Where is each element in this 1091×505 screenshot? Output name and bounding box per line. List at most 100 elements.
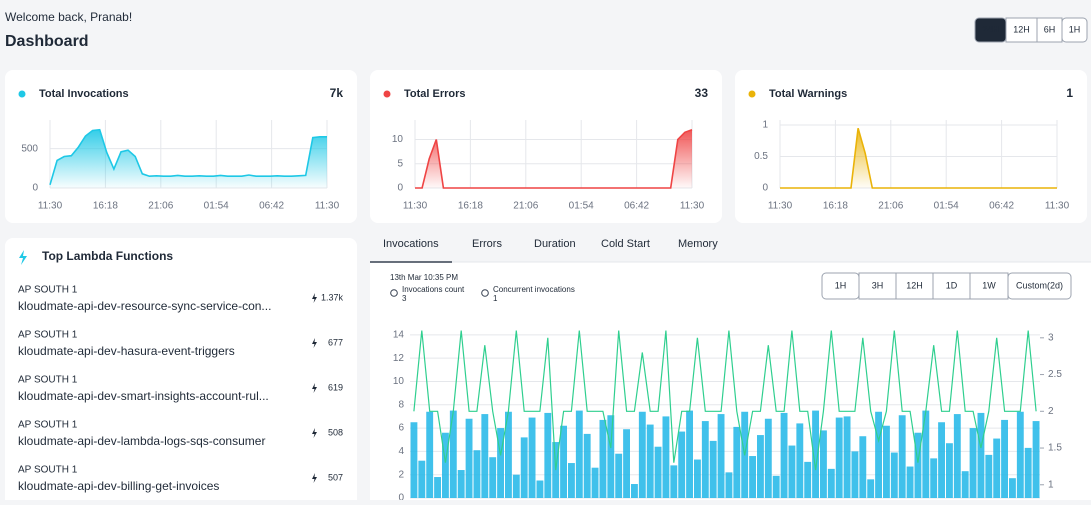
bar — [1032, 421, 1040, 498]
range-label[interactable]: 1D — [946, 280, 958, 290]
y-tick-label: 8 — [398, 399, 404, 410]
bar — [993, 438, 1001, 498]
line — [415, 129, 693, 189]
range-button[interactable] — [858, 272, 897, 300]
x-tick-label: 11:30 — [768, 201, 793, 212]
tab[interactable]: Cold Start — [601, 238, 650, 250]
x-tick-label: 21:06 — [148, 201, 173, 212]
x-tick-label: 11:30 — [680, 201, 705, 212]
function-count: 619 — [328, 382, 343, 392]
bar — [631, 484, 638, 498]
bar — [701, 421, 709, 498]
bar — [449, 410, 457, 498]
range-button[interactable] — [1061, 17, 1088, 43]
tab[interactable]: Memory — [678, 238, 718, 250]
function-count: 1.37k — [321, 292, 344, 302]
card-total: 33 — [695, 86, 709, 100]
bar — [764, 418, 772, 498]
range-label[interactable]: 1W — [982, 280, 996, 290]
x-tick-label: 06:42 — [259, 201, 284, 212]
card-title: Total Invocations — [39, 88, 129, 100]
range-button[interactable] — [1005, 17, 1038, 43]
bar — [662, 416, 670, 498]
tab[interactable]: Duration — [534, 238, 576, 250]
status-dot — [748, 90, 756, 98]
bar — [638, 411, 646, 498]
bar — [544, 412, 552, 498]
y-tick-label: 0 — [397, 183, 403, 194]
bar — [780, 412, 788, 498]
range-label[interactable]: 12H — [906, 280, 923, 290]
bar — [481, 414, 489, 498]
function-name[interactable]: kloudmate-api-dev-resource-sync-service-… — [18, 299, 271, 313]
bar — [985, 454, 993, 498]
status-dot — [383, 90, 391, 98]
y-tick-label: 500 — [21, 143, 38, 154]
range-label[interactable]: 12H — [1013, 24, 1030, 34]
bar — [796, 423, 804, 498]
function-name[interactable]: kloudmate-api-dev-smart-insights-account… — [18, 389, 269, 403]
bar — [977, 412, 985, 498]
function-name[interactable]: kloudmate-api-dev-hasura-event-triggers — [18, 344, 235, 358]
x-tick-label: 01:54 — [204, 201, 229, 212]
range-label[interactable]: 3H — [872, 280, 884, 290]
bar — [1009, 478, 1016, 498]
tab[interactable]: Errors — [472, 238, 502, 250]
timestamp: 13th Mar 10:35 PM — [390, 273, 458, 282]
bar — [473, 450, 481, 498]
range-label[interactable]: Custom(2d) — [1016, 280, 1063, 290]
bar — [843, 416, 851, 498]
bar — [615, 453, 623, 498]
legend-name: Invocations count — [402, 285, 465, 294]
bar — [686, 410, 693, 498]
range-button[interactable] — [895, 272, 934, 300]
function-region: AP SOUTH 1 — [18, 330, 78, 341]
bar — [725, 472, 733, 498]
function-count: 508 — [328, 427, 343, 437]
card-total: 1 — [1066, 86, 1073, 100]
tab[interactable]: Invocations — [383, 238, 439, 250]
bar — [646, 424, 654, 498]
bar — [560, 425, 567, 498]
bolt-icon — [312, 383, 317, 393]
y-tick-label: 2 — [398, 469, 404, 480]
bolt-icon — [312, 338, 317, 348]
bar — [520, 437, 528, 498]
y-tick-label: 0.5 — [754, 151, 768, 162]
page-title: Dashboard — [5, 33, 89, 50]
y-tick-label: 12 — [393, 353, 405, 364]
bar — [717, 414, 725, 498]
bar — [497, 428, 504, 498]
line — [49, 128, 327, 186]
function-name[interactable]: kloudmate-api-dev-billing-get-invoices — [18, 479, 219, 493]
bar — [575, 410, 583, 498]
range-button[interactable] — [1007, 272, 1072, 300]
y-tick-label: 0 — [398, 493, 404, 500]
y-tick-label: 14 — [393, 329, 405, 340]
range-label[interactable]: 24H — [982, 24, 999, 34]
range-label[interactable]: 1H — [1069, 24, 1081, 34]
range-label[interactable]: 1H — [835, 280, 847, 290]
function-region: AP SOUTH 1 — [18, 375, 78, 386]
bar — [820, 430, 827, 498]
bar — [568, 463, 575, 498]
range-button[interactable] — [1036, 17, 1063, 43]
bar — [465, 418, 473, 498]
bar — [678, 431, 686, 498]
y2-tick-label: 3 — [1048, 332, 1054, 343]
bar — [969, 428, 977, 498]
bar — [890, 452, 898, 498]
y-tick-label: 6 — [398, 423, 404, 434]
y-tick-label: 10 — [392, 134, 404, 145]
x-tick-label: 16:18 — [93, 201, 118, 212]
summary-card — [370, 70, 722, 223]
range-label[interactable]: 6H — [1044, 24, 1056, 34]
bar — [591, 467, 599, 498]
bar — [733, 426, 741, 498]
range-button[interactable] — [969, 272, 1009, 300]
bolt-icon — [312, 473, 317, 483]
y-tick-label: 10 — [393, 376, 405, 387]
function-name[interactable]: kloudmate-api-dev-lambda-logs-sqs-consum… — [18, 434, 265, 448]
function-region: AP SOUTH 1 — [18, 285, 78, 296]
